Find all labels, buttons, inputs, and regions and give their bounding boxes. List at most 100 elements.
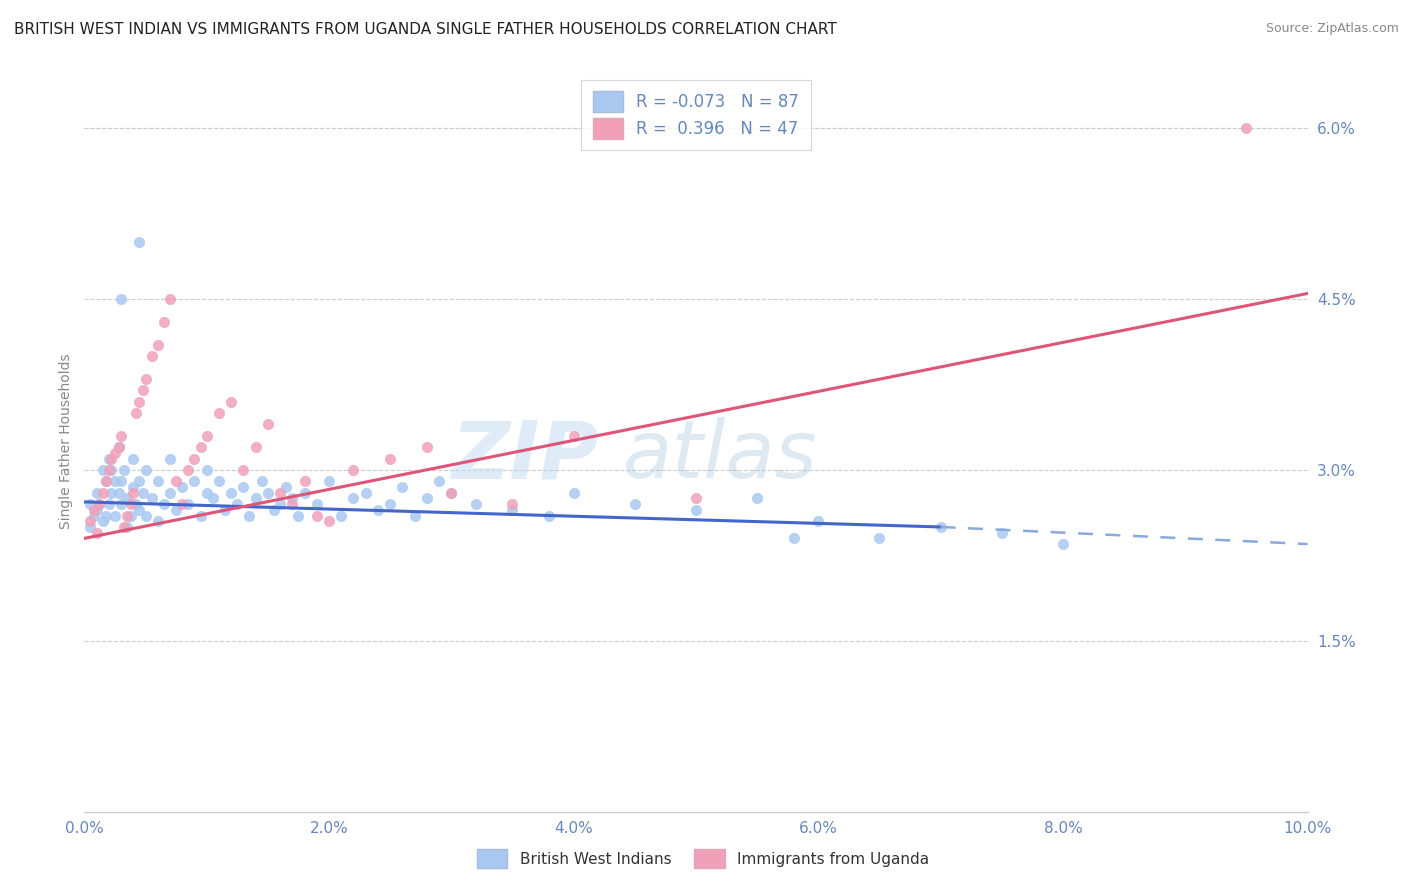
Point <box>380 451 402 466</box>
Point <box>120 497 142 511</box>
Point <box>226 497 249 511</box>
Point <box>183 451 205 466</box>
Point <box>502 503 524 517</box>
Point <box>107 440 129 454</box>
Text: atlas: atlas <box>623 417 817 495</box>
Point <box>404 508 426 523</box>
Point <box>115 491 138 506</box>
Point <box>97 463 120 477</box>
Point <box>115 508 138 523</box>
Point <box>305 508 328 523</box>
Point <box>128 475 150 489</box>
Point <box>747 491 769 506</box>
Point <box>83 508 105 523</box>
Point <box>201 491 224 506</box>
Point <box>276 480 298 494</box>
Point <box>153 497 176 511</box>
Point <box>869 532 891 546</box>
Point <box>177 497 200 511</box>
Legend: British West Indians, Immigrants from Uganda: British West Indians, Immigrants from Ug… <box>470 841 936 875</box>
Point <box>238 508 260 523</box>
Point <box>122 480 145 494</box>
Point <box>685 491 707 506</box>
Point <box>807 514 830 528</box>
Point <box>281 497 304 511</box>
Point <box>991 525 1014 540</box>
Point <box>232 463 254 477</box>
Point <box>128 503 150 517</box>
Point <box>112 463 135 477</box>
Point <box>367 503 389 517</box>
Point <box>318 514 340 528</box>
Point <box>91 485 114 500</box>
Point <box>165 503 187 517</box>
Point <box>120 508 142 523</box>
Point <box>440 485 463 500</box>
Point <box>107 485 129 500</box>
Legend: R = -0.073   N = 87, R =  0.396   N = 47: R = -0.073 N = 87, R = 0.396 N = 47 <box>581 79 811 151</box>
Point <box>107 440 129 454</box>
Point <box>128 235 150 250</box>
Point <box>87 497 110 511</box>
Point <box>929 520 952 534</box>
Point <box>96 475 118 489</box>
Point <box>281 491 304 506</box>
Point <box>330 508 353 523</box>
Point <box>464 497 486 511</box>
Point <box>141 349 163 363</box>
Point <box>79 520 101 534</box>
Point <box>86 503 108 517</box>
Point <box>538 508 561 523</box>
Point <box>354 485 377 500</box>
Point <box>159 451 181 466</box>
Point <box>195 429 218 443</box>
Point <box>159 292 181 306</box>
Point <box>190 508 212 523</box>
Point <box>122 485 145 500</box>
Point <box>141 491 163 506</box>
Point <box>100 485 122 500</box>
Point <box>104 475 127 489</box>
Point <box>257 485 280 500</box>
Point <box>250 475 273 489</box>
Point <box>132 485 155 500</box>
Point <box>783 532 806 546</box>
Point <box>427 475 450 489</box>
Text: BRITISH WEST INDIAN VS IMMIGRANTS FROM UGANDA SINGLE FATHER HOUSEHOLDS CORRELATI: BRITISH WEST INDIAN VS IMMIGRANTS FROM U… <box>14 22 837 37</box>
Point <box>257 417 280 432</box>
Point <box>294 475 316 489</box>
Point <box>183 475 205 489</box>
Point <box>79 497 101 511</box>
Point <box>122 451 145 466</box>
Point <box>125 406 148 420</box>
Point <box>342 491 364 506</box>
Point <box>165 475 187 489</box>
Point <box>110 497 132 511</box>
Point <box>91 514 114 528</box>
Text: ZIP: ZIP <box>451 417 598 495</box>
Point <box>287 508 309 523</box>
Y-axis label: Single Father Households: Single Father Households <box>59 354 73 529</box>
Point <box>146 514 169 528</box>
Point <box>110 292 132 306</box>
Point <box>502 497 524 511</box>
Point <box>245 440 267 454</box>
Point <box>232 480 254 494</box>
Point <box>100 463 122 477</box>
Point <box>208 475 231 489</box>
Point <box>87 497 110 511</box>
Point <box>125 497 148 511</box>
Point <box>172 480 194 494</box>
Point <box>562 485 585 500</box>
Point <box>190 440 212 454</box>
Point <box>104 446 127 460</box>
Point <box>342 463 364 477</box>
Point <box>416 440 439 454</box>
Point <box>97 497 120 511</box>
Point <box>219 485 242 500</box>
Point <box>135 508 157 523</box>
Point <box>208 406 231 420</box>
Text: Source: ZipAtlas.com: Source: ZipAtlas.com <box>1265 22 1399 36</box>
Point <box>128 394 150 409</box>
Point <box>263 503 285 517</box>
